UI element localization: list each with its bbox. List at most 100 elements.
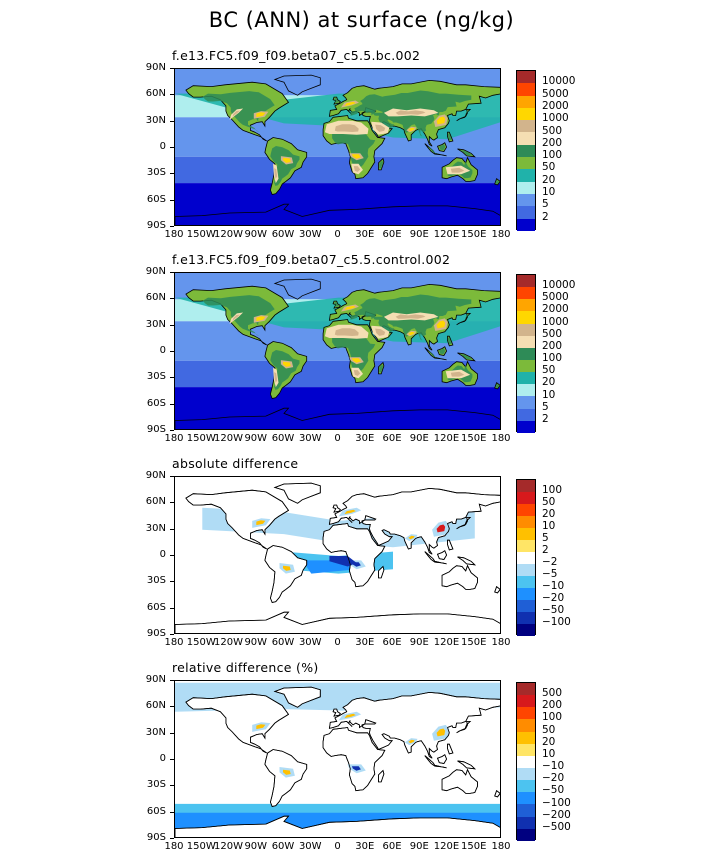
colorbar-segment (517, 780, 535, 793)
colorbar-label: 5 (542, 532, 549, 544)
colorbar-segment (517, 287, 535, 300)
colorbar-segment (517, 695, 535, 708)
x-tick-label: 30W (298, 841, 322, 852)
y-tick-mark (170, 94, 174, 96)
difference-region (436, 728, 446, 737)
coastline-indonesia (424, 551, 447, 565)
x-tick-label: 0 (334, 637, 341, 648)
colorbar-label: −20 (542, 592, 565, 604)
y-tick-label: 90S (146, 424, 166, 435)
x-tick-label: 150E (461, 433, 487, 444)
difference-region (344, 509, 356, 515)
continent-japan (456, 313, 472, 326)
concentration-contour (351, 358, 361, 363)
x-tick-label: 30E (355, 637, 375, 648)
concentration-contour (256, 316, 266, 322)
concentration-contour (458, 315, 469, 324)
x-tick-label: 150E (461, 841, 487, 852)
colorbar-label: −100 (542, 796, 571, 809)
concentration-contour (439, 144, 446, 151)
colorbar-segment (517, 612, 535, 624)
coastline-philippines (447, 743, 454, 755)
x-tick-label: 90E (409, 841, 429, 852)
colorbar-label: 2000 (542, 303, 569, 316)
y-tick-mark (170, 680, 174, 681)
colorbar-label: −200 (542, 808, 571, 821)
colorbar-segment (517, 83, 535, 96)
colorbar-label: −500 (542, 820, 571, 833)
colorbar-segment (517, 528, 535, 540)
x-tick-label: 60E (382, 229, 402, 240)
y-tick-label: 60N (145, 88, 166, 100)
concentration-contour (495, 179, 500, 185)
x-tick-label: 30W (298, 637, 322, 648)
world-map (174, 68, 501, 226)
colorbar-label: −20 (542, 772, 565, 785)
colorbar-segment (517, 335, 535, 348)
y-tick-mark (170, 351, 174, 352)
colorbar-segment (517, 132, 535, 145)
y-tick-mark (170, 120, 174, 122)
concentration-contour (436, 116, 446, 125)
y-tick-mark (170, 785, 174, 787)
colorbar-segment (517, 218, 535, 231)
x-tick-label: 150W (186, 841, 216, 852)
coastline-newguinea (457, 760, 476, 770)
coastline-australia (441, 564, 478, 590)
x-tick-label: 90W (244, 637, 268, 648)
y-tick-label: 60N (145, 292, 166, 304)
x-tick-label: 180 (491, 637, 511, 648)
concentration-contour (232, 314, 240, 321)
x-tick-label: 90W (244, 433, 268, 444)
y-tick-label: 60S (146, 193, 166, 205)
difference-region (351, 766, 361, 771)
world-map (174, 476, 501, 634)
continent-greenland (273, 278, 321, 300)
colorbar-segment (517, 624, 535, 636)
colorbar-segment (517, 516, 535, 528)
colorbar-label: 50 (542, 723, 556, 736)
colorbar-segment (517, 480, 535, 492)
coastline-eurasia (328, 691, 500, 759)
difference-region (283, 565, 291, 571)
concentration-contour (353, 166, 361, 172)
x-tick-label: 180 (164, 433, 184, 444)
colorbar-label: 50 (542, 364, 556, 377)
colorbar-label: 10 (542, 747, 556, 760)
x-tick-label: 180 (491, 841, 511, 852)
colorbar-label: 100 (542, 484, 563, 496)
low-concentration-region (229, 108, 244, 120)
concentration-contour (232, 110, 240, 117)
x-tick-label: 120E (433, 433, 460, 444)
colorbar-label: 100 (542, 352, 563, 365)
x-tick-label: 30W (298, 229, 322, 240)
y-tick-label: 30S (146, 371, 166, 383)
colorbar-segment (517, 120, 535, 133)
x-tick-label: 90E (409, 433, 429, 444)
x-tick-label: 180 (491, 433, 511, 444)
x-tick-label: 120W (214, 841, 243, 852)
coastline-madagascar (378, 565, 385, 579)
colorbar-segment (517, 144, 535, 158)
colorbar-segment (517, 576, 535, 588)
concentration-contour (460, 354, 473, 360)
colorbar-label: 10000 (542, 279, 576, 292)
figure-title: BC (ANN) at surface (ng/kg) (208, 8, 515, 32)
colorbar-segment (517, 540, 535, 552)
difference-region (256, 724, 266, 730)
concentration-contour (427, 146, 444, 155)
concentration-contour (375, 124, 386, 132)
y-tick-mark (170, 706, 174, 708)
panel-subtitle: f.e13.FC5.f09_f09.beta07_c5.5.control.00… (172, 252, 451, 267)
y-tick-label: 60S (146, 397, 166, 409)
y-tick-mark (170, 226, 174, 227)
x-tick-label: 180 (491, 229, 511, 240)
concentration-contour (344, 101, 356, 107)
colorbar-label: 200 (542, 136, 563, 149)
y-tick-mark (170, 403, 174, 405)
y-tick-mark (170, 476, 174, 477)
y-tick-mark (170, 581, 174, 583)
y-tick-mark (170, 759, 174, 760)
concentration-contour (283, 361, 291, 367)
concentration-contour (351, 154, 361, 159)
